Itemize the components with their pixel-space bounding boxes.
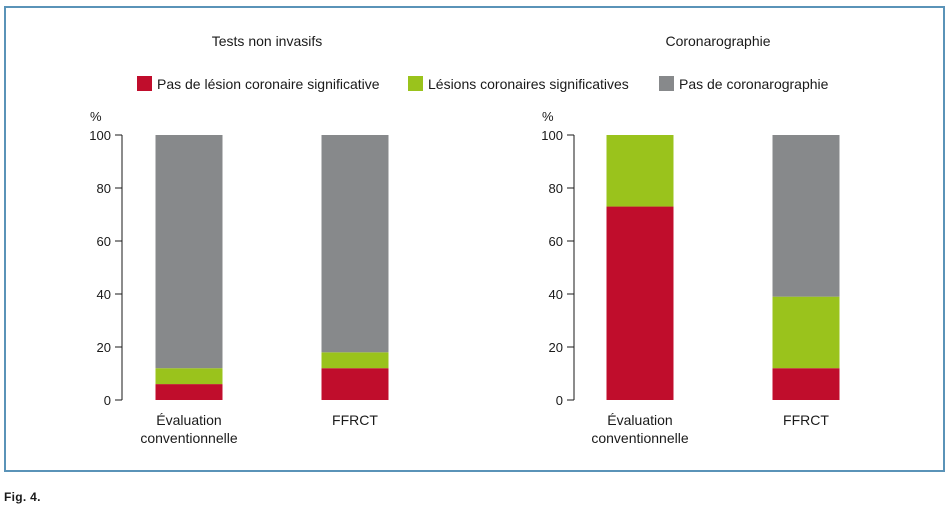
chart-1: Tests non invasifs% 0 20 40 60 80 100 Évaluatio…	[89, 33, 389, 446]
legend-label-pas-de-lesion-coronaire-significative: Pas de lésion coronaire significative	[157, 76, 380, 92]
figure-caption: Fig. 4.	[4, 490, 41, 504]
category-label-ffrct: FFRCT	[783, 412, 829, 428]
y-tick-label-40: 40	[97, 287, 111, 302]
bar-evaluation-conventionnelle-lesions-coronaires-significatives	[606, 135, 674, 207]
legend-swatch-pas-de-lesion-coronaire-significative	[137, 76, 152, 91]
bar-ffrct-pas-de-lesion-coronaire-significative	[321, 368, 389, 400]
bar-evaluation-conventionnelle-pas-de-coronarographie	[155, 135, 223, 369]
y-unit-label: %	[90, 109, 102, 124]
category-label-ffrct: FFRCT	[332, 412, 378, 428]
charts: Tests non invasifs% 0 20 40 60 80 100 Évaluatio…	[89, 33, 840, 446]
bar-ffrct-pas-de-lesion-coronaire-significative	[772, 368, 840, 400]
bar-evaluation-conventionnelle-lesions-coronaires-significatives	[155, 368, 223, 385]
y-unit-label: %	[542, 109, 554, 124]
category-label-evaluation-conventionnelle-line-2: conventionnelle	[140, 430, 238, 446]
legend-swatch-pas-de-coronarographie	[659, 76, 674, 91]
y-tick-label-80: 80	[549, 181, 563, 196]
legend-label-lesions-coronaires-significatives: Lésions coronaires significatives	[428, 76, 629, 92]
y-tick-label-60: 60	[97, 234, 111, 249]
chart-title: Tests non invasifs	[212, 33, 323, 49]
y-tick-label-60: 60	[549, 234, 563, 249]
chart-2: Coronarographie% 0 20 40 60 80 100 Évaluation co…	[541, 33, 840, 446]
y-tick-label-80: 80	[97, 181, 111, 196]
y-tick-label-20: 20	[97, 340, 111, 355]
chart-title: Coronarographie	[665, 33, 770, 49]
y-tick-label-0: 0	[104, 393, 111, 408]
legend-swatch-lesions-coronaires-significatives	[408, 76, 423, 91]
bar-ffrct-lesions-coronaires-significatives	[321, 352, 389, 369]
y-tick-label-0: 0	[556, 393, 563, 408]
bar-ffrct-pas-de-coronarographie	[321, 135, 389, 353]
category-label-evaluation-conventionnelle-line-1: Évaluation	[156, 412, 221, 428]
legend: Pas de lésion coronaire significative Lés…	[137, 76, 829, 92]
bar-evaluation-conventionnelle-pas-de-lesion-coronaire-significative	[606, 206, 674, 400]
y-tick-label-100: 100	[541, 128, 563, 143]
bar-evaluation-conventionnelle-pas-de-lesion-coronaire-significative	[155, 384, 223, 400]
bar-ffrct-pas-de-coronarographie	[772, 135, 840, 297]
y-tick-label-100: 100	[89, 128, 111, 143]
bar-ffrct-lesions-coronaires-significatives	[772, 296, 840, 369]
y-tick-label-40: 40	[549, 287, 563, 302]
legend-label-pas-de-coronarographie: Pas de coronarographie	[679, 76, 829, 92]
category-label-evaluation-conventionnelle-line-2: conventionnelle	[591, 430, 689, 446]
y-tick-label-20: 20	[549, 340, 563, 355]
category-label-evaluation-conventionnelle-line-1: Évaluation	[607, 412, 672, 428]
